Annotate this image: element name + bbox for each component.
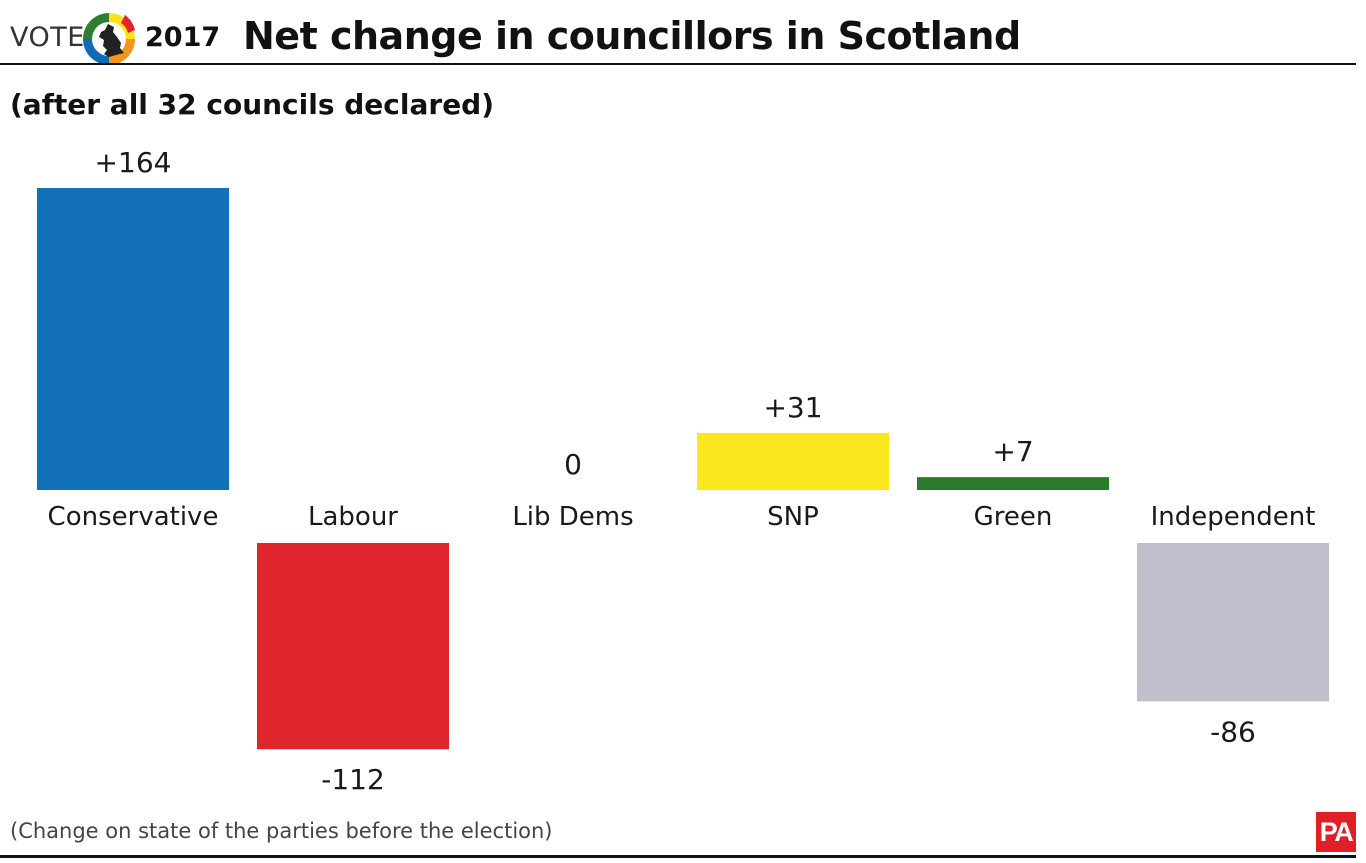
value-label-lib-dems: 0	[564, 448, 582, 481]
value-label-independent: -86	[1210, 715, 1256, 748]
value-label-snp: +31	[763, 391, 822, 424]
category-label-snp: SNP	[767, 502, 819, 532]
pa-logo-icon: PA	[1316, 812, 1356, 852]
year-label: 2017	[145, 22, 221, 53]
category-label-independent: Independent	[1151, 502, 1316, 532]
footer-divider	[0, 855, 1356, 858]
category-label-lib-dems: Lib Dems	[512, 502, 633, 532]
value-label-labour: -112	[321, 763, 385, 796]
bar-conservative	[37, 188, 229, 490]
chart-subtitle: (after all 32 councils declared)	[10, 88, 495, 121]
category-label-conservative: Conservative	[48, 502, 219, 532]
footnote: (Change on state of the parties before t…	[10, 819, 553, 843]
vote-2017-logo-icon	[83, 13, 135, 65]
value-label-green: +7	[992, 435, 1033, 468]
value-label-conservative: +164	[95, 146, 172, 179]
bar-snp	[697, 432, 889, 490]
bar-independent	[1137, 543, 1329, 702]
bar-labour	[257, 543, 449, 750]
chart-title: Net change in councillors in Scotland	[243, 14, 1021, 58]
header-divider	[0, 63, 1356, 65]
category-label-labour: Labour	[308, 502, 398, 532]
vote-label: VOTE	[10, 22, 85, 53]
category-label-green: Green	[974, 502, 1053, 532]
chart-header: VOTE 2017 Net change in councillors in S…	[0, 0, 1366, 66]
bar-green	[917, 477, 1109, 490]
